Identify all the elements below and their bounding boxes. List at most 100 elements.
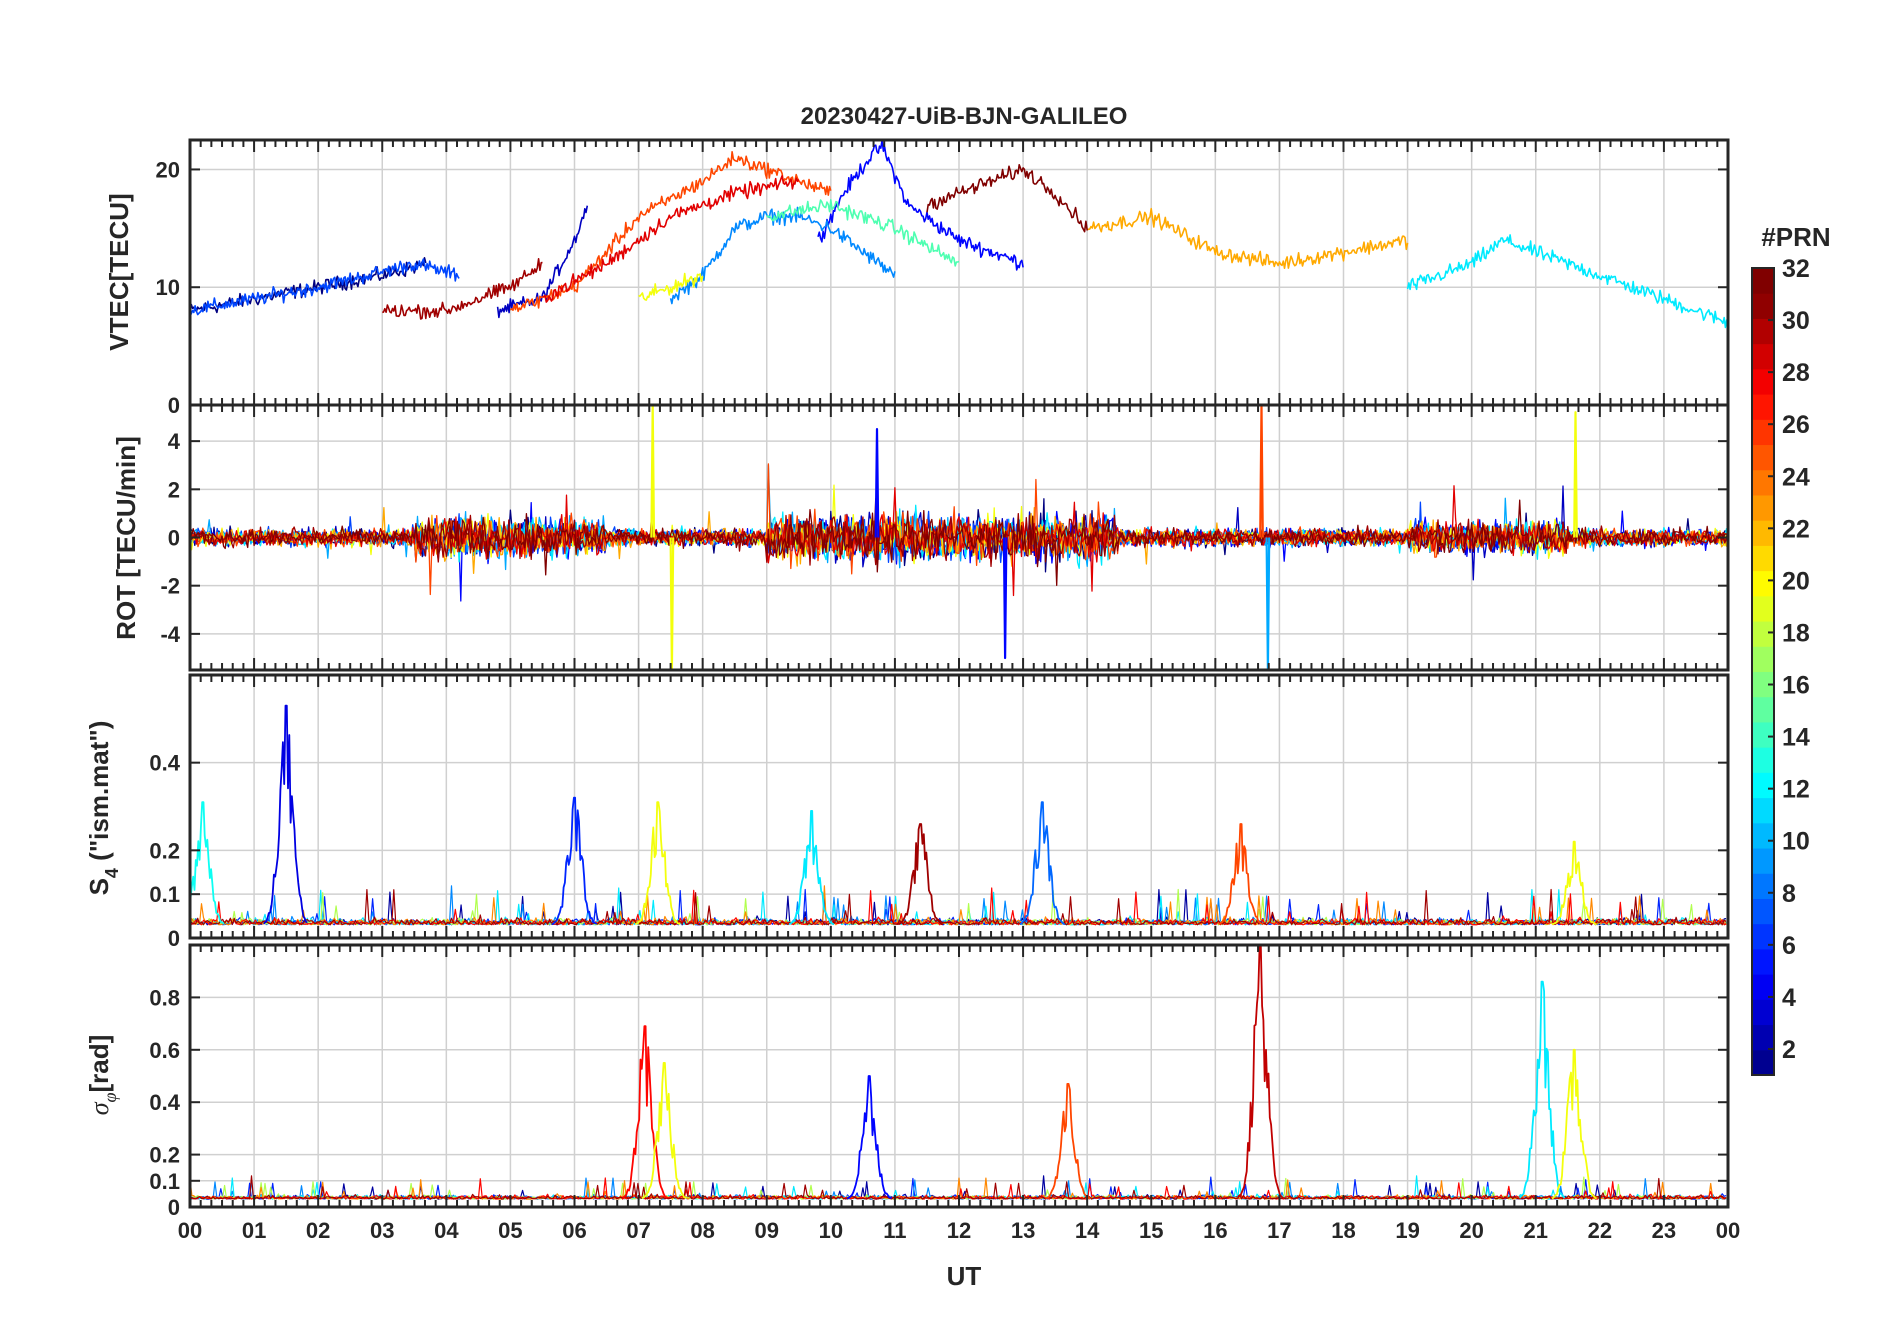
- xtick-label: 07: [626, 1218, 650, 1243]
- ytick-label: 10: [156, 275, 180, 300]
- y-axis-label: σφ[rad]: [84, 1035, 120, 1116]
- xtick-label: 00: [178, 1218, 202, 1243]
- minor-ticks: [189, 945, 1729, 1208]
- colorbar-tick-label: 30: [1782, 307, 1810, 335]
- rot-spike-1-0: [874, 428, 880, 538]
- colorbar-tick-label: 20: [1782, 567, 1810, 595]
- vtec-line-prn-26: [509, 151, 832, 313]
- colorbar-tick-label: 26: [1782, 411, 1810, 439]
- s4-peak-8: [1551, 840, 1597, 926]
- colorbar-segment: [1752, 646, 1774, 672]
- colorbar-segment: [1752, 621, 1774, 647]
- colorbar-tick-label: 6: [1782, 932, 1796, 960]
- minor-ticks: [189, 675, 1729, 939]
- sigma_phi-peak-4: [1237, 945, 1284, 1199]
- y-axis-label: ROT [TECU/min]: [111, 436, 141, 640]
- xtick-label: 01: [242, 1218, 266, 1243]
- panel-vtec: 0 10 20 VTEC[TECU]: [104, 138, 1730, 418]
- xtick-label: 10: [819, 1218, 843, 1243]
- colorbar-tick-label: 32: [1782, 255, 1810, 283]
- series-group: [190, 945, 1727, 1200]
- colorbar-segment: [1752, 494, 1774, 521]
- xtick-label: 22: [1588, 1218, 1612, 1243]
- colorbar-segment: [1752, 293, 1774, 319]
- colorbar-segment: [1752, 848, 1774, 874]
- colorbar-label: #PRN: [1761, 222, 1830, 252]
- colorbar-segment: [1752, 999, 1774, 1026]
- colorbar-segment: [1752, 419, 1774, 446]
- colorbar-segment: [1752, 1024, 1774, 1051]
- rot-line-prn-32: [190, 498, 1728, 586]
- xtick-label: 06: [562, 1218, 586, 1243]
- xtick-label: 16: [1203, 1218, 1227, 1243]
- xtick-label: 20: [1459, 1218, 1483, 1243]
- series-group: [190, 405, 1728, 670]
- vtec-line-prn-15: [766, 199, 960, 267]
- colorbar-segment: [1752, 974, 1774, 1000]
- colorbar-tick-label: 28: [1782, 359, 1810, 387]
- colorbar-segment: [1752, 721, 1774, 748]
- vtec-line-prn-29: [542, 175, 800, 303]
- ytick-label: -4: [160, 622, 180, 647]
- rot-line-prn-29: [190, 485, 1728, 597]
- ytick-label: 0.4: [149, 1090, 180, 1115]
- s4-baseline-prn-31: [190, 888, 1727, 926]
- rot-spike-4-0: [1573, 411, 1578, 538]
- ytick-label: 0: [168, 1195, 180, 1220]
- sigma_phi-peak-5: [1519, 980, 1566, 1199]
- ytick-label: 0.1: [149, 882, 180, 907]
- xtick-label: 15: [1139, 1218, 1163, 1243]
- xtick-label: 19: [1395, 1218, 1419, 1243]
- sigma_phi-peak-1: [641, 1062, 688, 1200]
- colorbar-segment: [1752, 671, 1774, 698]
- colorbar-tick-label: 14: [1782, 724, 1810, 752]
- vtec-line-prn-7: [190, 258, 460, 317]
- colorbar-segment: [1752, 873, 1774, 899]
- panel-rot: -4 -2 0 2 4 ROT [TECU/min]: [111, 403, 1730, 672]
- sigma_phi-peak-3: [1045, 1083, 1091, 1200]
- s4-peak-7: [1218, 823, 1264, 926]
- rot-spike-2-0: [1259, 405, 1264, 538]
- colorbar-tick-label: 12: [1782, 776, 1810, 804]
- s4-peak-2: [551, 796, 598, 926]
- s4-peak-6: [1019, 801, 1066, 926]
- sigma_phi-peak-0: [622, 1025, 669, 1199]
- vtec-line-prn-5: [817, 140, 1024, 271]
- rot-spike-3-0: [1265, 537, 1271, 670]
- ytick-label: 0.2: [149, 1143, 180, 1168]
- colorbar-segment: [1752, 394, 1774, 420]
- colorbar-segment: [1752, 747, 1774, 773]
- s4-peak-0: [263, 704, 308, 925]
- xtick-label: 04: [434, 1218, 459, 1243]
- colorbar-tick-label: 2: [1782, 1036, 1796, 1064]
- ytick-label: 0.4: [149, 751, 180, 776]
- xtick-label: 09: [755, 1218, 779, 1243]
- s4-peak-1: [190, 801, 225, 925]
- colorbar-segment: [1752, 822, 1774, 849]
- xtick-label: 17: [1267, 1218, 1291, 1243]
- minor-ticks: [189, 405, 1729, 670]
- ytick-label: 0: [168, 526, 180, 551]
- panel-sigma_phi: 00.10.2 0.4 0.6 0.8 σφ[rad]: [84, 943, 1730, 1220]
- xtick-label: 11: [883, 1218, 906, 1243]
- xtick-label: 02: [306, 1218, 330, 1243]
- colorbar-segment: [1752, 898, 1774, 925]
- colorbar-segment: [1752, 948, 1774, 975]
- xtick-label: 18: [1331, 1218, 1355, 1243]
- xtick-label: 08: [690, 1218, 714, 1243]
- colorbar-tick-label: 18: [1782, 619, 1810, 647]
- colorbar-segment: [1752, 923, 1774, 950]
- s4-baseline-prn-9: [190, 885, 1727, 926]
- colorbar-segment: [1752, 268, 1774, 294]
- chart-title: 20230427-UiB-BJN-GALILEO: [801, 103, 1128, 130]
- xtick-label: 12: [947, 1218, 971, 1243]
- colorbar-segment: [1752, 1049, 1774, 1076]
- vtec-line-prn-32: [926, 164, 1088, 233]
- s4-baseline-prn-24: [190, 885, 1727, 926]
- colorbar-tick-label: 4: [1782, 984, 1796, 1012]
- colorbar-tick-label: 10: [1782, 828, 1810, 856]
- panel-s4: 0 0.1 0.2 0.4 S4 ("ism.mat"): [84, 673, 1730, 951]
- gridlines: [190, 945, 1728, 1207]
